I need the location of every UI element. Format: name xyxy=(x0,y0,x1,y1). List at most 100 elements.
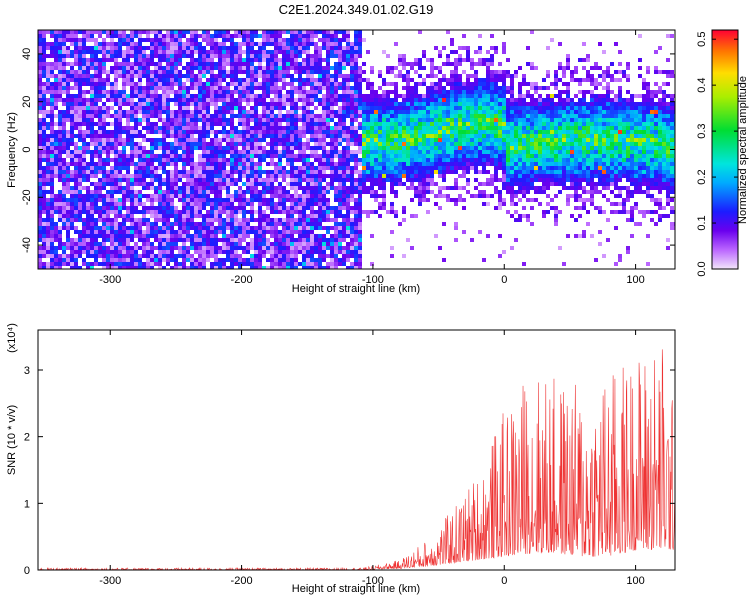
heatmap-cell xyxy=(38,190,42,194)
heatmap-cell xyxy=(206,194,210,198)
heatmap-cell xyxy=(406,146,410,150)
heatmap-cell xyxy=(66,70,70,74)
heatmap-cell xyxy=(302,262,306,266)
heatmap-cell xyxy=(442,146,446,150)
heatmap-cell xyxy=(242,98,246,102)
heatmap-cell xyxy=(310,74,314,78)
heatmap-cell xyxy=(122,150,126,154)
heatmap-cell xyxy=(258,134,262,138)
heatmap-cell xyxy=(426,130,430,134)
heatmap-cell xyxy=(50,194,54,198)
heatmap-cell xyxy=(234,218,238,222)
heatmap-cell xyxy=(282,198,286,202)
heatmap-cell xyxy=(90,218,94,222)
heatmap-cell xyxy=(98,118,102,122)
heatmap-cell xyxy=(94,142,98,146)
heatmap-cell xyxy=(198,258,202,262)
heatmap-cell xyxy=(330,186,334,190)
heatmap-cell xyxy=(378,114,382,118)
heatmap-cell xyxy=(118,138,122,142)
heatmap-cell xyxy=(342,194,346,198)
heatmap-cell xyxy=(162,34,166,38)
heatmap-cell xyxy=(150,78,154,82)
heatmap-cell xyxy=(370,234,374,238)
heatmap-cell xyxy=(146,162,150,166)
heatmap-cell xyxy=(442,94,446,98)
heatmap-cell xyxy=(390,186,394,190)
heatmap-cell xyxy=(430,178,434,182)
heatmap-cell xyxy=(254,142,258,146)
heatmap-cell xyxy=(282,194,286,198)
heatmap-cell xyxy=(122,110,126,114)
heatmap-cell xyxy=(278,98,282,102)
heatmap-cell xyxy=(254,134,258,138)
heatmap-cell xyxy=(202,66,206,70)
heatmap-cell xyxy=(234,130,238,134)
heatmap-cell xyxy=(82,142,86,146)
heatmap-cell xyxy=(190,146,194,150)
heatmap-cell xyxy=(234,82,238,86)
heatmap-cell xyxy=(398,142,402,146)
heatmap-cell xyxy=(50,230,54,234)
heatmap-cell xyxy=(374,154,378,158)
heatmap-cell xyxy=(298,86,302,90)
heatmap-cell xyxy=(50,190,54,194)
heatmap-cell xyxy=(94,206,98,210)
heatmap-cell xyxy=(394,126,398,130)
heatmap-cell xyxy=(222,78,226,82)
heatmap-cell xyxy=(222,126,226,130)
heatmap-cell xyxy=(278,254,282,258)
heatmap-cell xyxy=(230,238,234,242)
heatmap-cell xyxy=(350,122,354,126)
heatmap-cell xyxy=(226,206,230,210)
heatmap-cell xyxy=(282,202,286,206)
heatmap-cell xyxy=(230,146,234,150)
heatmap-cell xyxy=(98,58,102,62)
heatmap-cell xyxy=(42,182,46,186)
heatmap-cell xyxy=(162,98,166,102)
heatmap-cell xyxy=(298,118,302,122)
heatmap-cell xyxy=(314,202,318,206)
heatmap-cell xyxy=(38,150,42,154)
heatmap-cell xyxy=(114,70,118,74)
heatmap-cell xyxy=(414,126,418,130)
heatmap-cell xyxy=(342,206,346,210)
heatmap-cell xyxy=(134,166,138,170)
heatmap-cell xyxy=(106,90,110,94)
heatmap-cell xyxy=(242,250,246,254)
heatmap-cell xyxy=(170,50,174,54)
heatmap-cell xyxy=(234,114,238,118)
heatmap-cell xyxy=(62,114,66,118)
heatmap-cell xyxy=(158,86,162,90)
heatmap-cell xyxy=(422,146,426,150)
heatmap-cell xyxy=(142,266,146,269)
heatmap-cell xyxy=(354,190,358,194)
heatmap-cell xyxy=(382,130,386,134)
heatmap-cell xyxy=(106,130,110,134)
heatmap-cell xyxy=(398,114,402,118)
heatmap-cell xyxy=(114,54,118,58)
heatmap-cell xyxy=(370,166,374,170)
heatmap-cell xyxy=(350,78,354,82)
heatmap-cell xyxy=(150,42,154,46)
heatmap-cell xyxy=(270,234,274,238)
heatmap-cell xyxy=(194,250,198,254)
heatmap-cell xyxy=(362,138,366,142)
heatmap-cell xyxy=(426,154,430,158)
heatmap-cell xyxy=(322,42,326,46)
heatmap-cell xyxy=(186,46,190,50)
heatmap-cell xyxy=(226,50,230,54)
heatmap-cell xyxy=(150,266,154,269)
heatmap-cell xyxy=(250,134,254,138)
heatmap-cell xyxy=(398,138,402,142)
heatmap-cell xyxy=(70,218,74,222)
heatmap-cell xyxy=(226,118,230,122)
heatmap-cell xyxy=(118,142,122,146)
heatmap-cell xyxy=(242,94,246,98)
heatmap-cell xyxy=(282,154,286,158)
heatmap-cell xyxy=(266,142,270,146)
heatmap-cell xyxy=(382,166,386,170)
heatmap-cell xyxy=(250,98,254,102)
heatmap-cell xyxy=(394,74,398,78)
heatmap-cell xyxy=(402,138,406,142)
